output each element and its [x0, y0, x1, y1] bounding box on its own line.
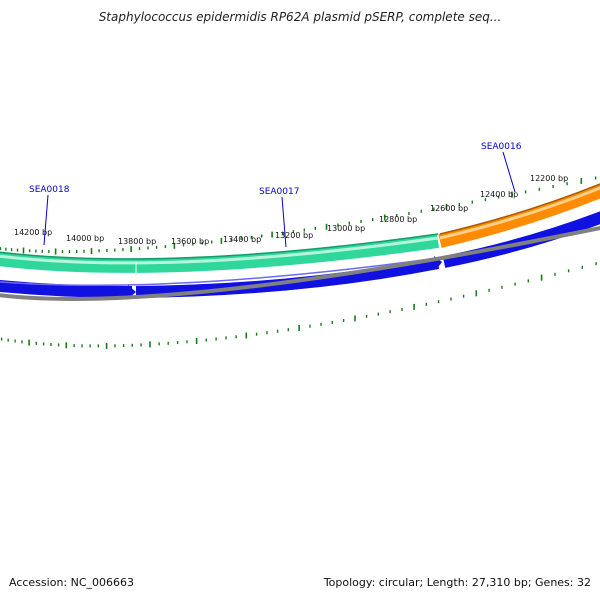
gene-track-green-edge	[0, 233, 439, 260]
inner-scale-ticks	[0, 262, 597, 349]
accession-text: Accession: NC_006663	[9, 576, 135, 589]
map-title: Staphylococcus epidermidis RP62A plasmid…	[98, 10, 502, 24]
scale-label: 12400 bp	[480, 190, 518, 199]
gene-leader-sea0016	[502, 151, 516, 193]
scale-label: 12600 bp	[430, 204, 468, 213]
gene-leader-sea0017	[281, 196, 287, 248]
scale-label: 12200 bp	[530, 174, 568, 183]
gene-track-green[interactable]	[0, 234, 439, 273]
scale-label: 13400 bp	[223, 235, 261, 244]
scale-label: 13600 bp	[171, 237, 209, 246]
cds-track-blue-mid[interactable]	[135, 257, 440, 298]
scale-label: 13000 bp	[327, 224, 365, 233]
backbone-ring	[0, 225, 600, 301]
cds-track-blue-highlight	[0, 257, 439, 286]
scale-label: 13200 bp	[275, 231, 313, 240]
gene-leader-sea0018	[43, 194, 49, 246]
gene-label-sea0016[interactable]: SEA0016	[481, 142, 522, 152]
scale-label: 13800 bp	[118, 237, 156, 246]
scale-label: 14000 bp	[66, 234, 104, 243]
topology-summary: Topology: circular; Length: 27,310 bp; G…	[323, 576, 591, 589]
outer-scale-ticks	[0, 176, 597, 255]
gene-track-orange[interactable]	[438, 183, 600, 248]
gene-label-sea0018[interactable]: SEA0018	[29, 185, 70, 195]
scale-label: 14200 bp	[14, 228, 52, 237]
gene-track-orange-highlight	[439, 186, 600, 240]
gene-track-green-highlight	[0, 236, 439, 265]
gene-label-sea0017[interactable]: SEA0017	[259, 187, 299, 197]
gene-track-orange-edge	[439, 183, 600, 235]
cds-track-blue-left[interactable]	[0, 279, 133, 298]
scale-label: 12800 bp	[379, 215, 417, 224]
